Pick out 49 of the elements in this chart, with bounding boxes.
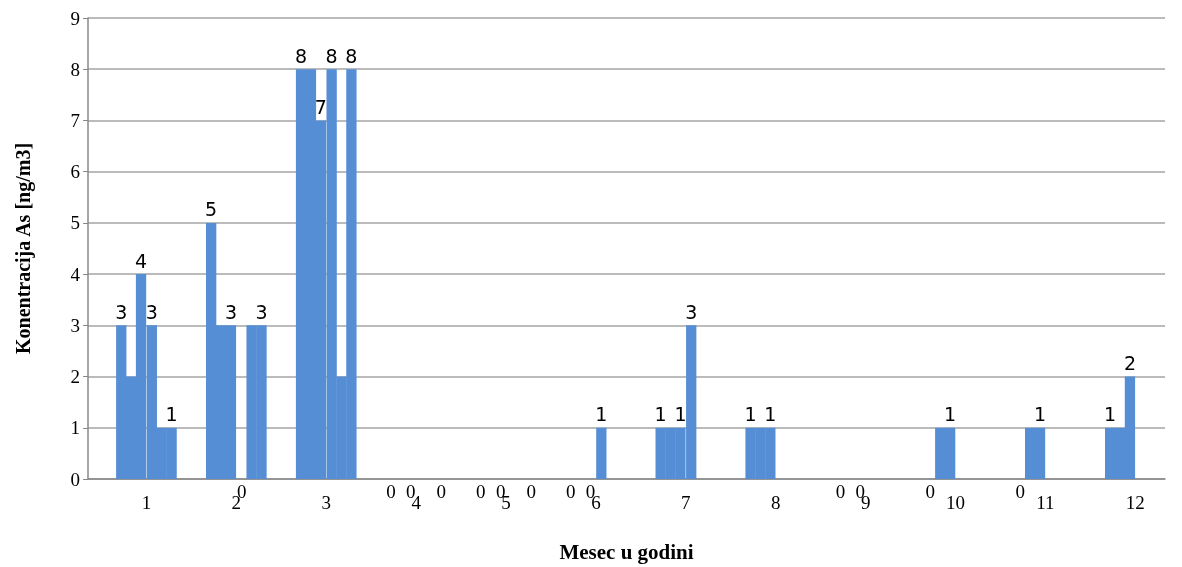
data-label: 0 [835,481,846,502]
data-label: 1 [674,403,687,426]
y-tick-label: 3 [70,314,80,336]
y-tick-label: 8 [70,58,80,80]
data-label: 1 [764,403,777,426]
data-label: 1 [654,403,667,426]
data-label: 0 [476,481,486,502]
data-label: 1 [1104,403,1117,426]
x-tick-label: 3 [321,492,331,513]
data-label: 0 [386,481,396,502]
y-tick-label: 2 [70,366,80,388]
x-tick-label: 8 [770,492,781,513]
data-label: 5 [205,198,218,221]
data-label: 3 [255,300,268,323]
x-axis-title: Mesec u godini [559,539,694,564]
x-tick-label: 11 [1036,492,1055,513]
y-tick-label: 7 [70,109,80,131]
y-tick-label: 5 [70,212,80,234]
y-tick-label: 4 [70,263,81,285]
y-tick-label: 9 [70,7,80,29]
data-label: 1 [944,403,957,426]
data-label: 0 [925,481,936,502]
data-label: 8 [345,44,358,67]
data-label: 1 [1033,403,1047,426]
data-label: 3 [685,300,698,323]
data-label: 0 [566,481,576,502]
data-label: 3 [115,300,128,323]
data-label: 8 [295,44,308,67]
bar [596,427,607,479]
data-label: 4 [134,249,148,272]
x-tick-label: 10 [946,492,966,513]
data-label: 0 [1015,481,1026,502]
x-tick-label: 1 [141,492,152,513]
data-label: 8 [325,44,338,67]
data-label: 0 [436,481,447,502]
x-tick-label: 7 [681,492,691,513]
y-tick-label: 6 [70,161,80,183]
y-axis-title: Konentracija As [ng/m3] [12,142,35,355]
data-label: 1 [165,403,178,426]
y-tick-label: 1 [70,417,80,439]
data-label: 2 [1123,352,1136,375]
data-label: 7 [314,95,327,118]
data-label: 1 [744,403,757,426]
data-label: 0 [526,481,536,502]
data-label: 3 [224,300,237,323]
y-tick-label: 0 [70,468,80,490]
data-label: 3 [145,300,158,323]
data-label: 1 [595,403,608,426]
x-tick-label: 12 [1125,492,1145,513]
